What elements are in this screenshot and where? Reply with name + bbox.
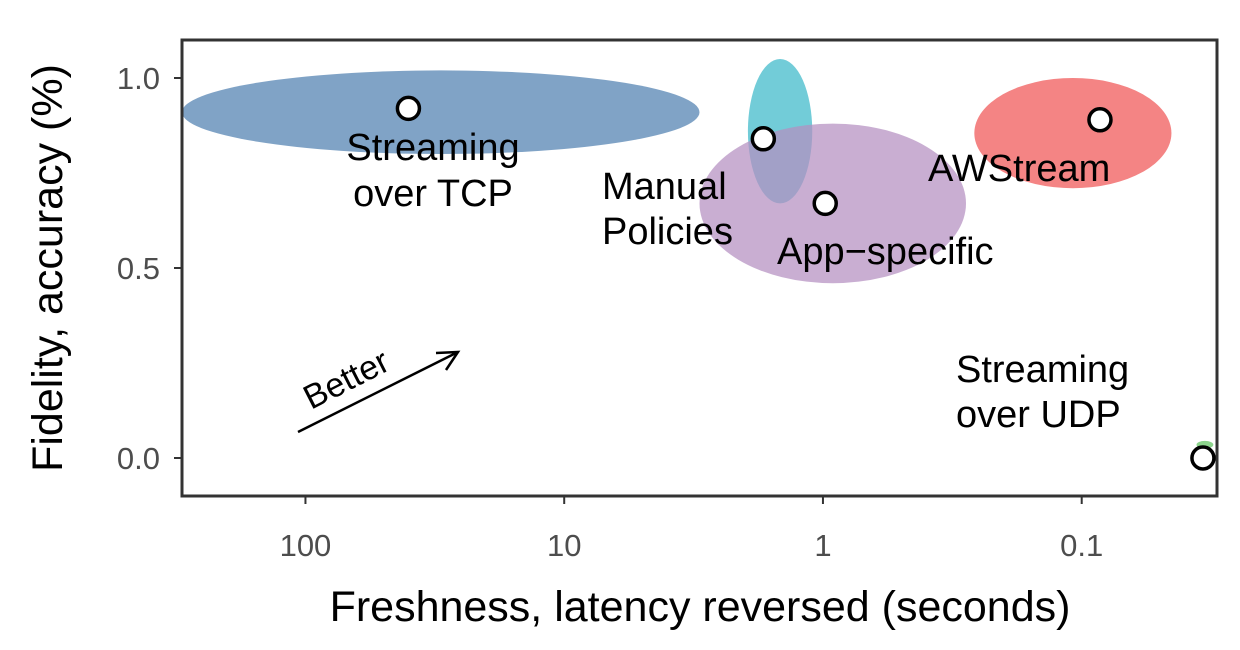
label-line: App−specific <box>777 231 994 273</box>
label-line: Streaming <box>346 127 519 169</box>
label-manual-policies: Manual Policies <box>602 166 733 253</box>
label-line: AWStream <box>928 148 1110 190</box>
x-axis-title: Freshness, latency reversed (seconds) <box>330 583 1071 631</box>
plot-frame <box>180 38 1219 498</box>
better-arrowhead <box>435 350 461 371</box>
x-tick-label: 0.1 <box>1060 528 1103 563</box>
point-awstream <box>1087 107 1113 133</box>
label-line: Manual <box>602 166 727 208</box>
point-streaming-over-tcp <box>395 95 422 122</box>
label-line: over UDP <box>956 394 1121 436</box>
better-annotation: Better <box>297 342 461 434</box>
points-layer <box>395 95 1216 471</box>
y-tick-label: 0.5 <box>117 251 160 286</box>
x-tick-label: 10 <box>547 528 581 563</box>
y-tick-label: 0.0 <box>117 441 160 476</box>
labels-layer: Streaming over TCP Manual Policies App−speci… <box>346 127 1129 436</box>
label-awstream: AWStream <box>928 148 1110 190</box>
point-app-specific <box>812 190 838 217</box>
label-line: Streaming <box>956 349 1129 391</box>
label-streaming-over-udp: Streaming over UDP <box>956 349 1129 436</box>
region-streaming-over-tcp <box>182 70 700 154</box>
point-streaming-over-udp <box>1190 445 1216 471</box>
label-line: Policies <box>602 211 733 253</box>
label-line: over TCP <box>353 173 513 215</box>
x-tick-label: 100 <box>280 528 332 563</box>
better-arrow <box>297 350 459 434</box>
point-manual-policies <box>750 126 777 152</box>
y-tick-label: 1.0 <box>117 61 160 96</box>
region-awstream <box>974 78 1172 189</box>
better-label: Better <box>297 342 395 417</box>
ticks-layer: 100 10 1 0.1 0.0 0.5 1.0 <box>117 61 1103 563</box>
x-tick-label: 1 <box>814 528 831 563</box>
label-app-specific: App−specific <box>777 231 994 273</box>
regions-layer <box>182 59 1214 449</box>
label-streaming-over-tcp: Streaming over TCP <box>346 127 519 215</box>
y-axis-title: Fidelity, accuracy (%) <box>24 64 72 472</box>
